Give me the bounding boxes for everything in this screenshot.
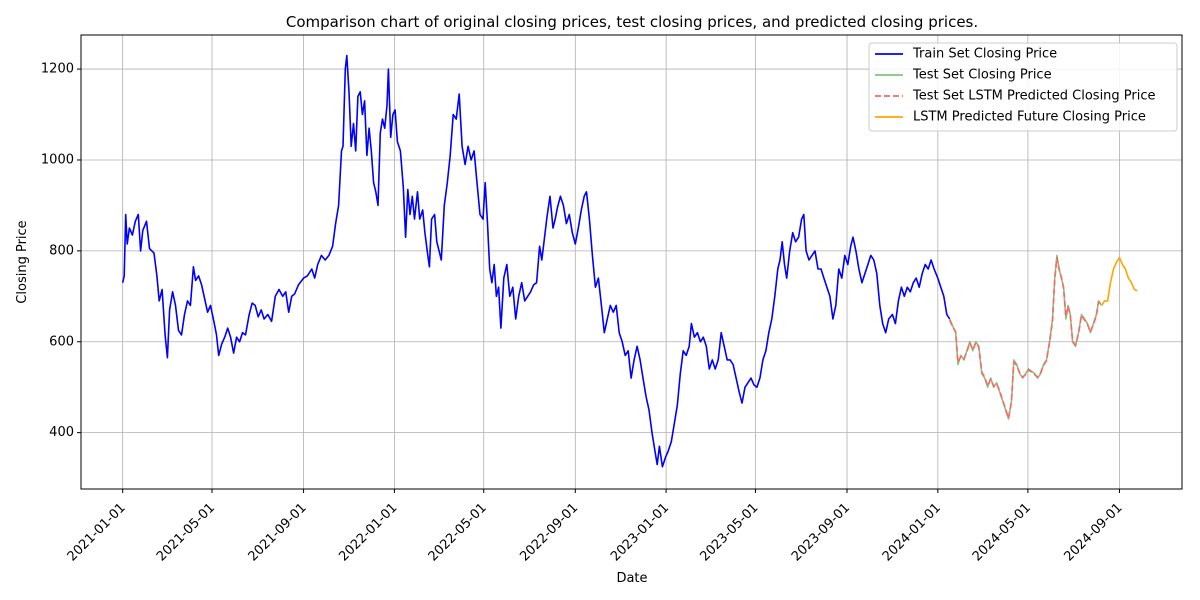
y-axis-ticks: 400 600 800 1000 1200 — [41, 62, 81, 440]
series-line-2 — [948, 256, 1103, 419]
legend-label-0: Train Set Closing Price — [912, 47, 1057, 62]
x-tick-label-6: 2023-01-01 — [608, 500, 672, 564]
legend-label-1: Test Set Closing Price — [912, 68, 1052, 83]
x-tick-label-3: 2022-01-01 — [336, 500, 400, 564]
series-line-0 — [121, 54, 951, 468]
chart-title: Comparison chart of original closing pri… — [286, 13, 978, 31]
x-tick-label-1: 2021-05-01 — [154, 500, 218, 564]
y-axis-label: Closing Price — [15, 220, 30, 303]
x-axis-label: Date — [616, 571, 647, 586]
axes-frame — [80, 34, 1183, 490]
y-tick-label-1: 600 — [49, 334, 74, 349]
x-tick-label-11: 2024-09-01 — [1061, 500, 1125, 564]
x-tick-label-2: 2021-09-01 — [246, 500, 310, 564]
legend: Train Set Closing Price Test Set Closing … — [868, 42, 1178, 132]
y-tick-label-2: 800 — [49, 243, 74, 258]
series-line-3 — [1100, 256, 1138, 306]
x-tick-label-5: 2022-09-01 — [517, 500, 581, 564]
y-tick-label-4: 1200 — [41, 62, 74, 77]
x-tick-label-9: 2024-01-01 — [880, 500, 944, 564]
x-tick-label-8: 2023-09-01 — [789, 500, 853, 564]
legend-box — [868, 42, 1178, 132]
x-tick-label-0: 2021-01-01 — [65, 500, 129, 564]
x-tick-label-10: 2024-05-01 — [970, 500, 1034, 564]
x-axis-ticks: 2021-01-01 2021-05-01 2021-09-01 2022-01-01… — [65, 489, 1126, 564]
legend-label-3: LSTM Predicted Future Closing Price — [913, 110, 1146, 125]
x-tick-label-7: 2023-05-01 — [697, 500, 761, 564]
x-tick-label-4: 2022-05-01 — [426, 500, 490, 564]
y-tick-label-0: 400 — [49, 425, 74, 440]
y-tick-label-3: 1000 — [41, 152, 74, 167]
series-layer — [121, 54, 1138, 468]
legend-label-2: Test Set LSTM Predicted Closing Price — [912, 89, 1156, 104]
series-line-1 — [948, 254, 1103, 420]
